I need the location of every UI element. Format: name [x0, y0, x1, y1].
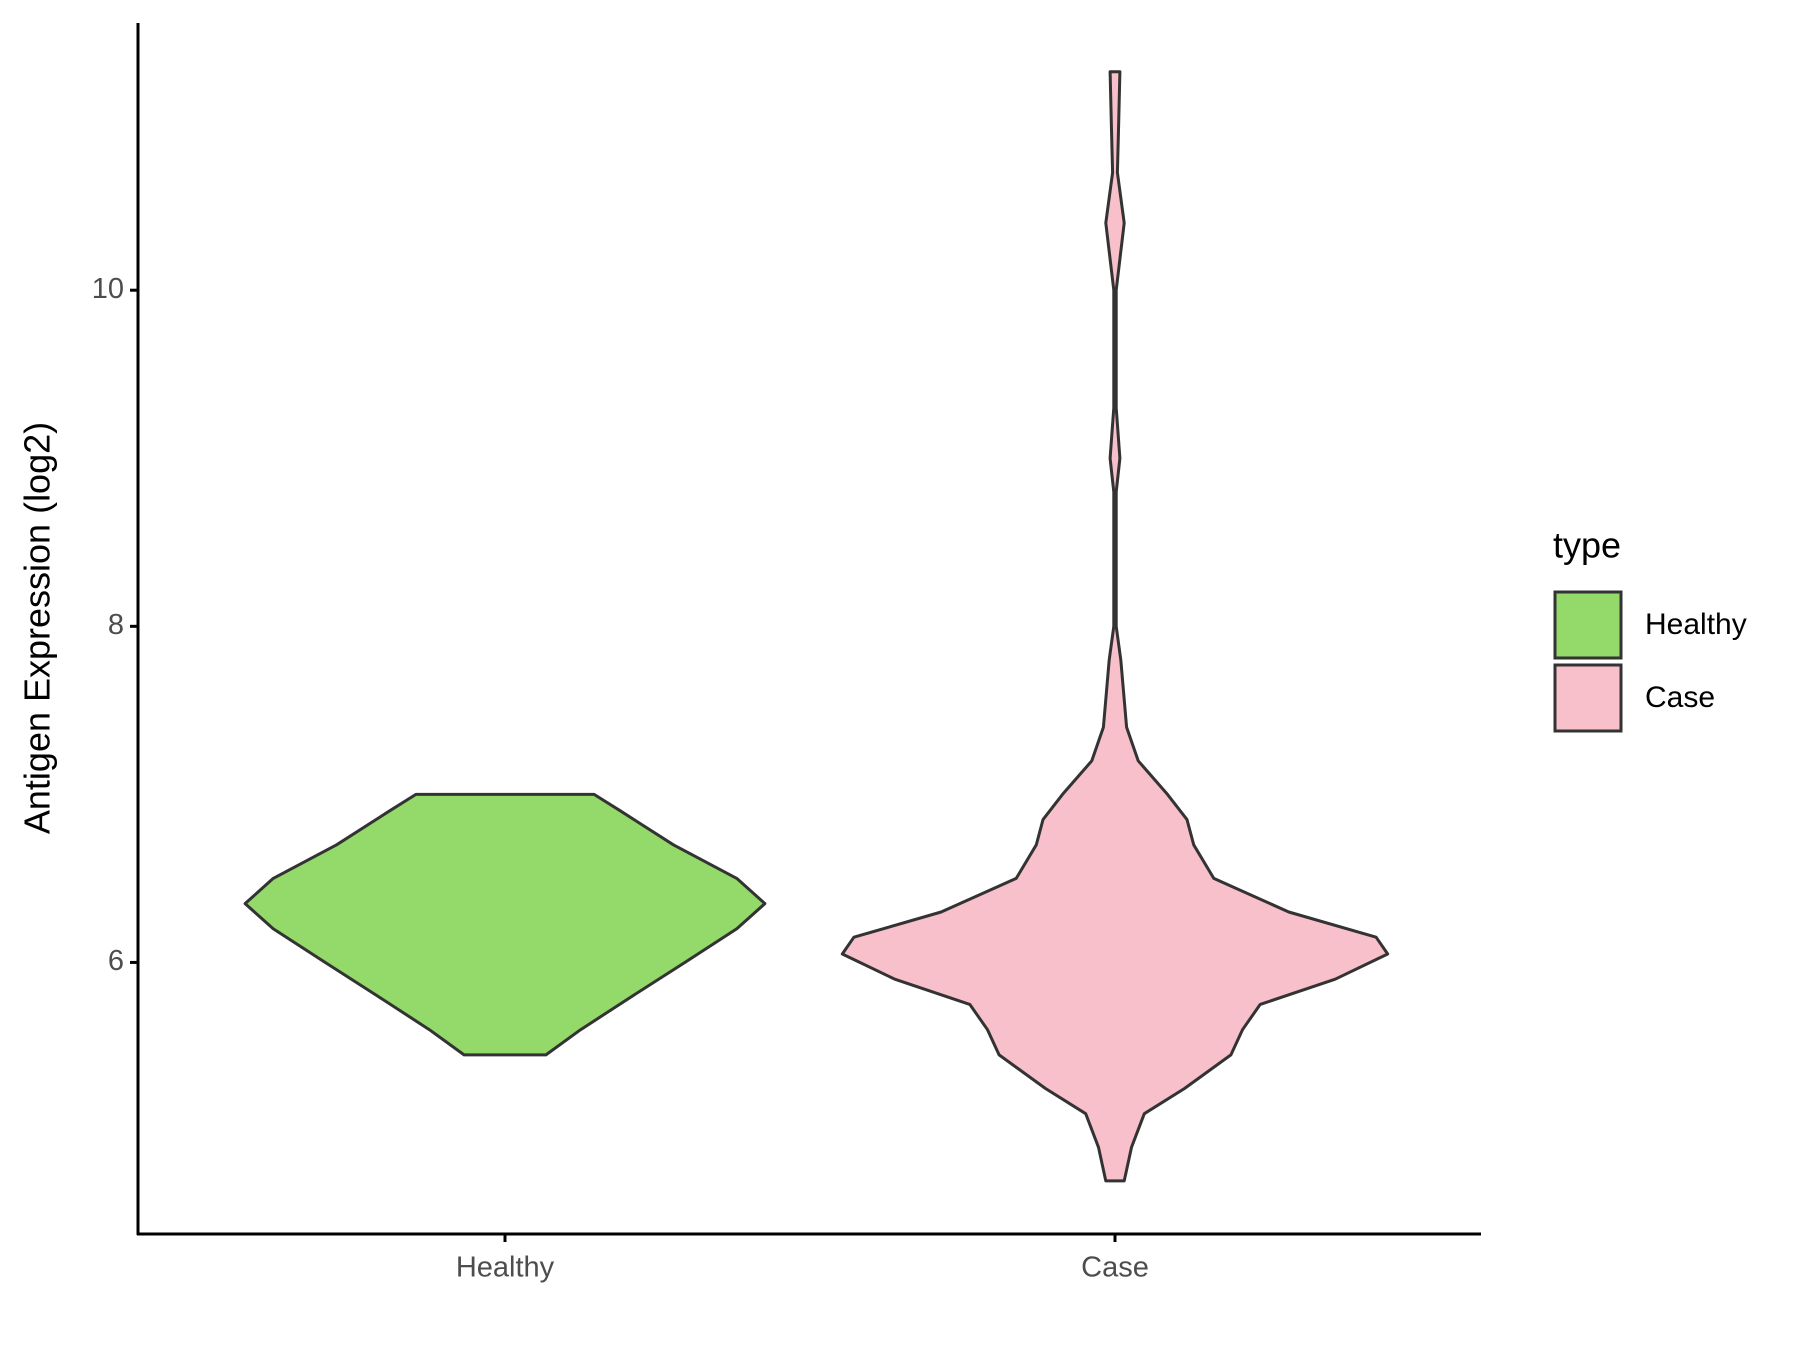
x-tick-label: Healthy	[456, 1252, 555, 1284]
legend-label: Healthy	[1645, 608, 1747, 641]
x-tick-label: Case	[1081, 1252, 1149, 1284]
legend-key	[1553, 663, 1623, 733]
y-axis-label: Antigen Expression (log2)	[17, 422, 58, 834]
violin	[243, 792, 767, 1057]
y-tick-label: 6	[108, 945, 124, 977]
legend-title: type	[1553, 525, 1621, 566]
legend-key	[1553, 590, 1623, 660]
legend-label: Case	[1645, 681, 1715, 714]
y-tick-label: 8	[108, 609, 124, 641]
violin	[840, 70, 1390, 1183]
y-tick-label: 10	[92, 273, 124, 305]
